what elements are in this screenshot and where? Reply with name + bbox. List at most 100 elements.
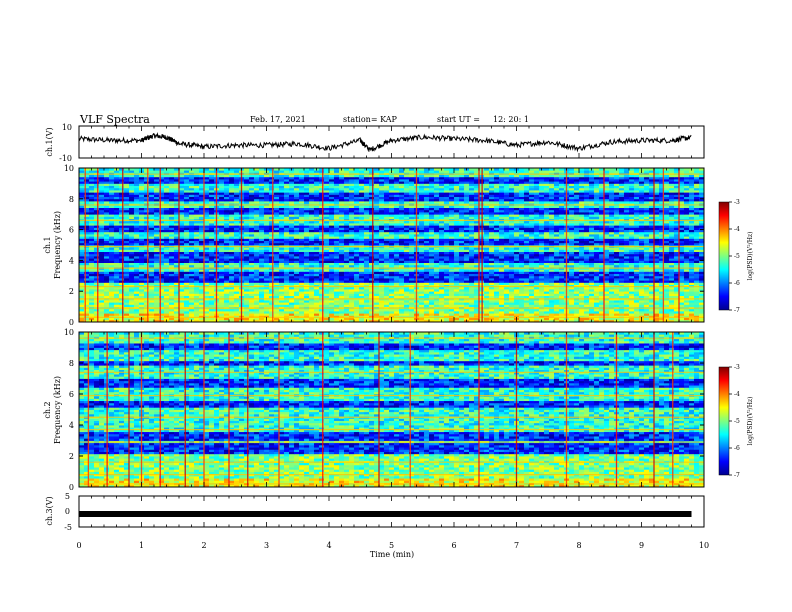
spectrogram-cell xyxy=(534,319,540,323)
spectrogram-cell xyxy=(669,319,675,323)
spectrogram-cell xyxy=(244,319,250,323)
spectrogram-cell xyxy=(144,319,150,323)
spectrogram-cell xyxy=(329,319,335,323)
spectrogram-cell xyxy=(134,317,140,321)
spectrogram-cell xyxy=(319,319,325,323)
spectrogram-cell xyxy=(124,317,130,321)
spectrogram-cell xyxy=(474,319,480,323)
spectrogram-cell xyxy=(584,319,590,323)
spectrogram-cell xyxy=(309,319,315,323)
spectrogram-cell xyxy=(164,317,170,321)
spectrogram-cell xyxy=(384,319,390,323)
spectrogram-cell xyxy=(184,317,190,321)
spectrogram-cell xyxy=(604,319,610,323)
spectrogram-cell xyxy=(654,319,660,323)
spectrogram-cell xyxy=(304,317,310,321)
spectrogram-cell xyxy=(324,319,330,323)
spectrogram-cell xyxy=(559,319,565,323)
spectrogram-cell xyxy=(359,319,365,323)
spectrogram-cell xyxy=(544,319,550,323)
spectrogram-cell xyxy=(209,319,215,323)
spectrogram-cell xyxy=(329,317,335,321)
spectrogram-cell xyxy=(304,319,310,323)
spectrogram-cell xyxy=(294,317,300,321)
spectrogram-cell xyxy=(679,319,685,323)
spectrogram-cell xyxy=(314,317,320,321)
spectrogram-cell xyxy=(349,317,355,321)
spectrogram-cell xyxy=(169,317,175,321)
spectrogram-cell xyxy=(124,319,130,323)
spectrogram-cell xyxy=(229,319,235,323)
spectrogram-cell xyxy=(429,319,435,323)
spectrogram-cell xyxy=(324,317,330,321)
spectrogram-cell xyxy=(299,317,305,321)
spectrogram-cell xyxy=(204,319,210,323)
spectrogram-cell xyxy=(379,319,385,323)
spectrogram-cell xyxy=(309,317,315,321)
spectrogram-cell xyxy=(529,319,535,323)
ch1-spectrogram-image xyxy=(79,168,705,323)
spectrogram-cell xyxy=(159,319,165,323)
spectrogram-cell xyxy=(109,317,115,321)
spectrogram-cell xyxy=(499,319,505,323)
spectrogram-cell xyxy=(179,317,185,321)
spectrogram-cell xyxy=(369,317,375,321)
spectrogram-cell xyxy=(694,319,700,323)
spectrogram-cell xyxy=(134,319,140,323)
spectrogram-cell xyxy=(259,317,265,321)
spectrogram-cell xyxy=(154,317,160,321)
spectrogram-cell xyxy=(104,319,110,323)
spectrogram-cell xyxy=(194,319,200,323)
spectrogram-cell xyxy=(549,319,555,323)
spectrogram-cell xyxy=(279,317,285,321)
ch1-ytick-top: 10 xyxy=(62,123,72,132)
spectrogram-cell xyxy=(174,319,180,323)
spectrogram-cell xyxy=(344,319,350,323)
spectrogram-cell xyxy=(99,317,105,321)
ch1-ytick-bottom: -10 xyxy=(59,154,72,163)
spectrogram-cell xyxy=(449,319,455,323)
spectrogram-cell xyxy=(574,319,580,323)
spectrogram-cell xyxy=(379,317,385,321)
spectrogram-cell xyxy=(284,319,290,323)
spectrogram-cell xyxy=(394,319,400,323)
spectrogram-cell xyxy=(229,317,235,321)
spectrogram-cell xyxy=(249,319,255,323)
spectrogram-cell xyxy=(369,319,375,323)
spectrogram-cell xyxy=(629,319,635,323)
spectrogram-cell xyxy=(269,317,275,321)
spectrogram-cell xyxy=(224,317,230,321)
spectrogram-cell xyxy=(339,317,345,321)
spectrogram-cell xyxy=(259,319,265,323)
spectrogram-cell xyxy=(659,319,665,323)
spectrogram-cell xyxy=(79,319,85,323)
spectrogram-cell xyxy=(184,319,190,323)
spectrogram-cell xyxy=(644,319,650,323)
spectrogram-cell xyxy=(149,317,155,321)
spectrogram-cell xyxy=(279,319,285,323)
spectrogram-cell xyxy=(459,319,465,323)
spectrogram-cell xyxy=(394,317,400,321)
spectrogram-cell xyxy=(484,319,490,323)
spectrogram-cell xyxy=(119,317,125,321)
spectrogram-cell xyxy=(114,317,120,321)
spectrogram-cell xyxy=(349,319,355,323)
spectrogram-cell xyxy=(469,319,475,323)
spectrogram-cell xyxy=(684,319,690,323)
spectrogram-cell xyxy=(149,319,155,323)
spectrogram-cell xyxy=(609,319,615,323)
spectrogram-cell xyxy=(334,319,340,323)
spectrogram-cell xyxy=(284,317,290,321)
date-label: Feb. 17, 2021 xyxy=(250,115,306,124)
spectrogram-cell xyxy=(674,319,680,323)
spectrogram-cell xyxy=(209,317,215,321)
spectrogram-cell xyxy=(569,319,575,323)
spectrogram-cell xyxy=(179,319,185,323)
spectrogram-cell xyxy=(269,319,275,323)
spectrogram-cell xyxy=(354,319,360,323)
spectrogram-cell xyxy=(504,319,510,323)
spectrogram-cell xyxy=(384,317,390,321)
spectrogram-cell xyxy=(624,319,630,323)
